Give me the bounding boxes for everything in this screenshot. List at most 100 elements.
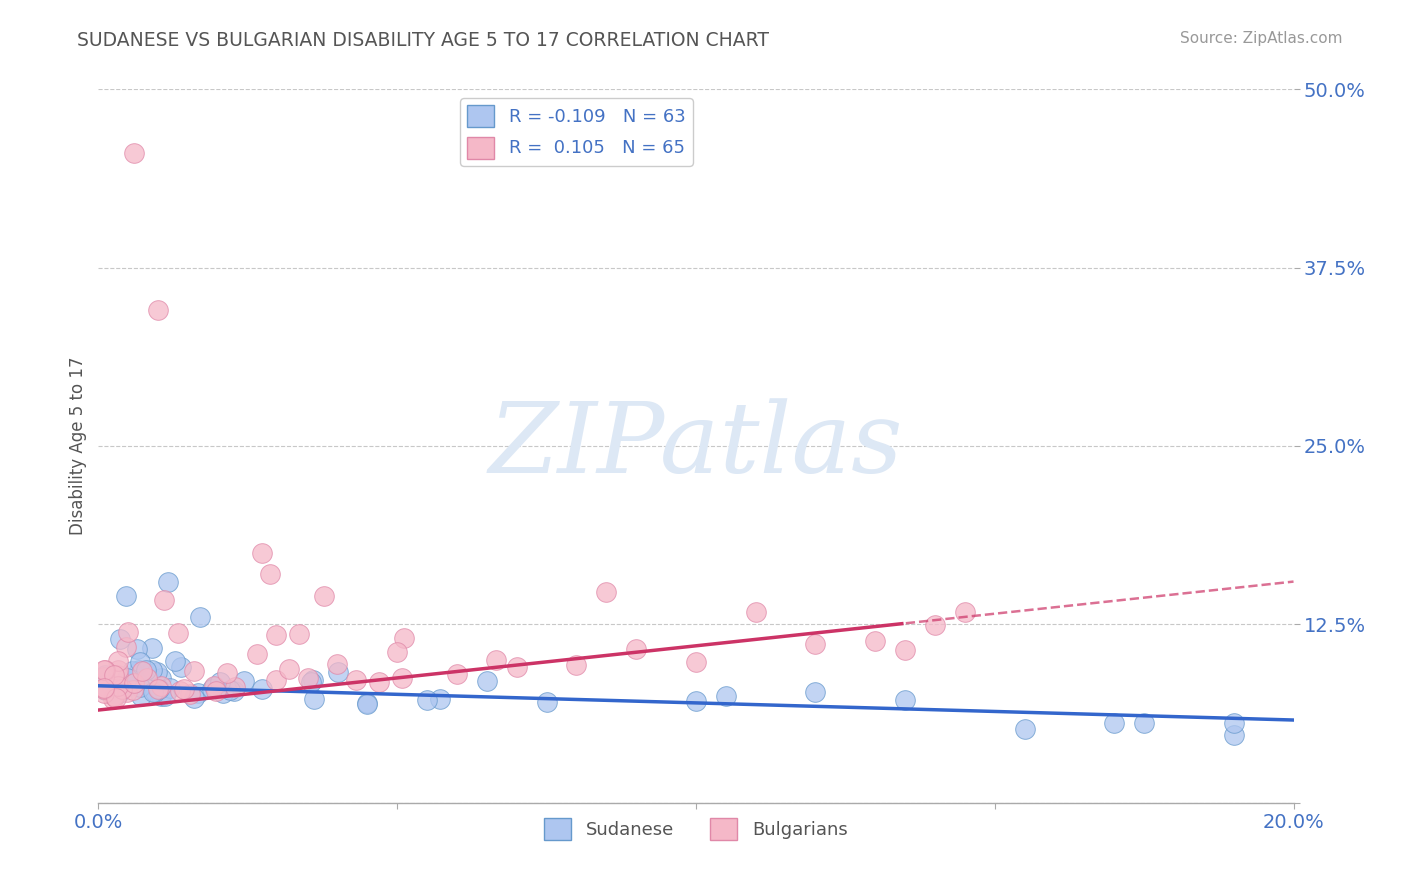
Point bbox=[211, 686, 233, 700]
Point bbox=[148, 682, 170, 697]
Point bbox=[205, 683, 228, 698]
Point bbox=[302, 692, 325, 706]
Point bbox=[114, 640, 136, 654]
Point bbox=[150, 679, 173, 693]
Point bbox=[953, 605, 976, 619]
Point bbox=[394, 631, 416, 645]
Point bbox=[94, 680, 117, 694]
Point bbox=[250, 681, 273, 696]
Point bbox=[142, 685, 165, 699]
Point bbox=[118, 674, 141, 689]
Point bbox=[714, 689, 737, 703]
Point bbox=[170, 660, 193, 674]
Point bbox=[163, 654, 186, 668]
Point bbox=[107, 679, 129, 693]
Point bbox=[129, 680, 152, 694]
Point bbox=[565, 658, 588, 673]
Point bbox=[328, 665, 350, 679]
Point bbox=[391, 672, 413, 686]
Point bbox=[804, 685, 827, 699]
Point bbox=[107, 663, 129, 677]
Point bbox=[93, 682, 115, 697]
Point bbox=[108, 686, 131, 700]
Text: SUDANESE VS BULGARIAN DISABILITY AGE 5 TO 17 CORRELATION CHART: SUDANESE VS BULGARIAN DISABILITY AGE 5 T… bbox=[77, 31, 769, 50]
Legend: Sudanese, Bulgarians: Sudanese, Bulgarians bbox=[537, 811, 855, 847]
Point bbox=[183, 691, 205, 706]
Point bbox=[122, 682, 145, 697]
Point bbox=[297, 671, 319, 685]
Point bbox=[224, 684, 246, 698]
Point bbox=[135, 663, 157, 677]
Point bbox=[124, 146, 146, 161]
Point bbox=[169, 684, 191, 698]
Point bbox=[288, 627, 311, 641]
Point bbox=[202, 680, 225, 694]
Point bbox=[1223, 729, 1246, 743]
Point bbox=[252, 546, 274, 560]
Point bbox=[149, 671, 172, 685]
Point bbox=[111, 682, 134, 697]
Point bbox=[141, 663, 163, 677]
Point bbox=[148, 303, 170, 318]
Point bbox=[139, 673, 162, 688]
Point bbox=[100, 678, 122, 692]
Point bbox=[127, 642, 149, 657]
Point bbox=[356, 696, 378, 710]
Point bbox=[153, 689, 176, 703]
Point bbox=[626, 641, 648, 656]
Point bbox=[416, 693, 439, 707]
Point bbox=[117, 624, 139, 639]
Point bbox=[93, 681, 115, 695]
Point bbox=[93, 686, 115, 700]
Point bbox=[385, 644, 409, 658]
Point bbox=[218, 682, 240, 697]
Point bbox=[143, 684, 166, 698]
Point bbox=[93, 678, 115, 692]
Point bbox=[93, 670, 115, 684]
Point bbox=[93, 682, 115, 697]
Point bbox=[188, 610, 211, 624]
Point bbox=[115, 684, 138, 698]
Point bbox=[108, 632, 131, 647]
Point bbox=[179, 687, 201, 701]
Point bbox=[104, 690, 127, 705]
Point bbox=[259, 567, 281, 582]
Point bbox=[685, 655, 707, 669]
Point bbox=[121, 664, 143, 678]
Point bbox=[485, 653, 508, 667]
Point bbox=[115, 589, 138, 603]
Point bbox=[156, 574, 179, 589]
Point bbox=[299, 674, 322, 689]
Point bbox=[475, 673, 498, 688]
Point bbox=[745, 606, 768, 620]
Point bbox=[1223, 716, 1246, 731]
Point bbox=[122, 676, 145, 690]
Text: ZIPatlas: ZIPatlas bbox=[489, 399, 903, 493]
Point bbox=[94, 668, 117, 682]
Point bbox=[302, 673, 325, 688]
Point bbox=[894, 642, 917, 657]
Point bbox=[685, 694, 707, 708]
Point bbox=[924, 618, 946, 632]
Point bbox=[202, 679, 225, 693]
Point bbox=[153, 593, 176, 607]
Point bbox=[804, 637, 827, 651]
Point bbox=[536, 695, 558, 709]
Point bbox=[233, 674, 256, 689]
Point bbox=[101, 691, 124, 706]
Point bbox=[1133, 715, 1156, 730]
Point bbox=[368, 675, 391, 690]
Point bbox=[246, 647, 269, 661]
Point bbox=[312, 589, 335, 603]
Point bbox=[107, 654, 129, 668]
Point bbox=[173, 682, 195, 697]
Point bbox=[356, 697, 378, 711]
Point bbox=[141, 640, 163, 655]
Point bbox=[201, 681, 224, 696]
Point bbox=[149, 690, 172, 704]
Point bbox=[183, 665, 205, 679]
Point bbox=[595, 585, 617, 599]
Point bbox=[346, 673, 368, 687]
Point bbox=[111, 683, 134, 698]
Point bbox=[131, 664, 153, 678]
